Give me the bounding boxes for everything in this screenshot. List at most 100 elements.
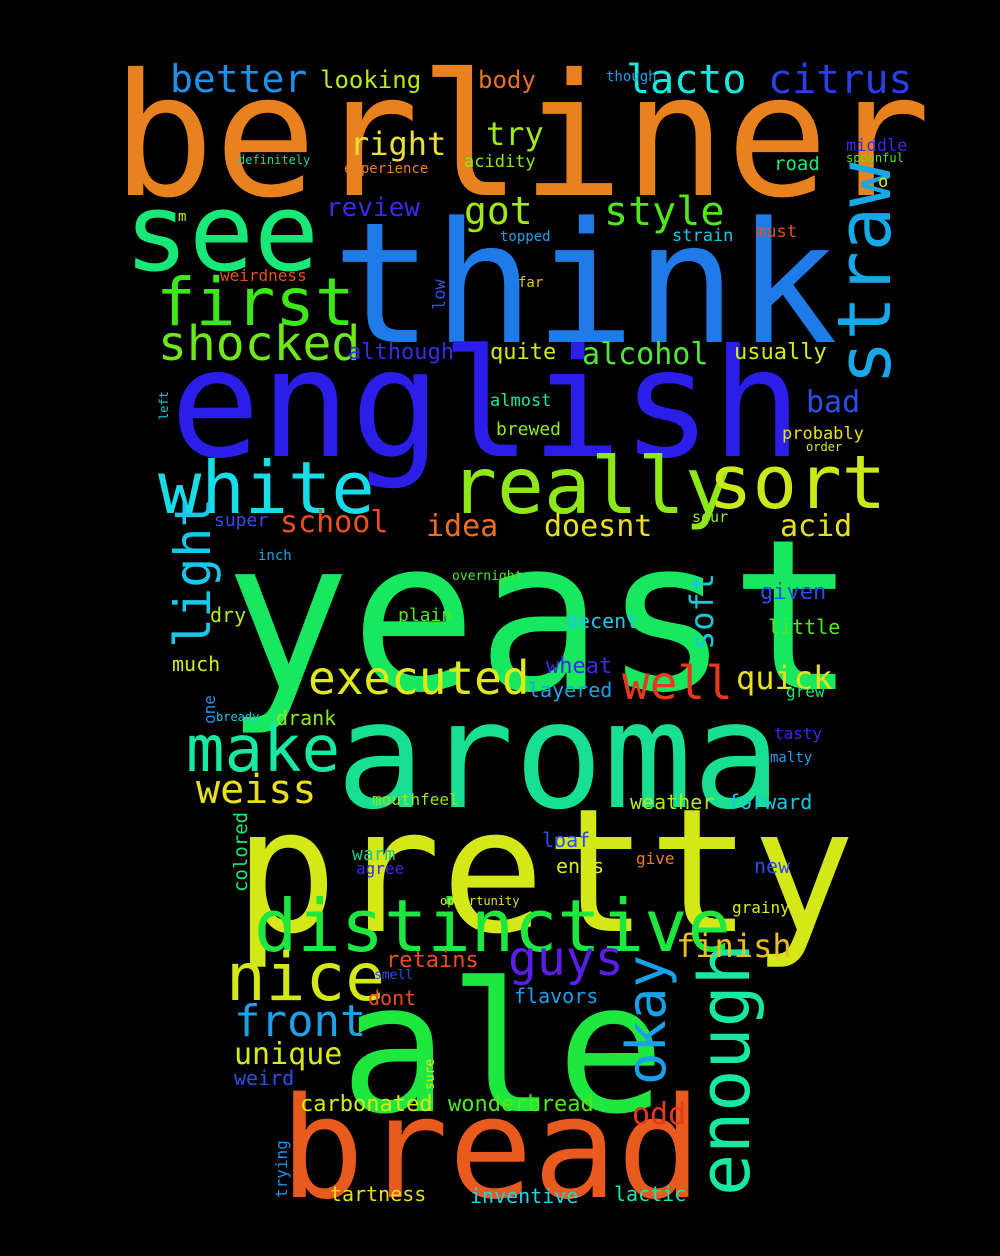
cloud-word-super: super <box>214 510 269 531</box>
cloud-word-first: first <box>156 264 355 341</box>
cloud-word-tasty: tasty <box>774 724 823 743</box>
cloud-word-straw: straw <box>822 162 908 385</box>
cloud-word-ends: ends <box>556 854 605 878</box>
cloud-word-weird: weird <box>234 1066 295 1090</box>
cloud-word-order: order <box>806 440 843 454</box>
cloud-word-new: new <box>754 854 791 878</box>
cloud-word-make: make <box>186 713 341 787</box>
cloud-word-right: right <box>350 125 447 163</box>
cloud-word-opportunity: opportunity <box>440 894 520 908</box>
cloud-word-style: style <box>604 189 725 235</box>
cloud-word-retains: retains <box>386 948 479 973</box>
cloud-word-decent: decent <box>566 609 639 633</box>
cloud-word-soft: soft <box>683 572 721 650</box>
cloud-word-ale: ale <box>340 945 666 1154</box>
cloud-word-looking: looking <box>320 66 422 94</box>
cloud-word-body: body <box>478 66 536 94</box>
cloud-word-inventive: inventive <box>470 1184 579 1208</box>
cloud-word-trying: trying <box>272 1140 291 1198</box>
cloud-word-inch: inch <box>258 548 292 564</box>
cloud-word-grew: grew <box>786 682 825 701</box>
cloud-word-acidity: acidity <box>464 152 536 172</box>
cloud-word-wonderbread: wonderbread <box>448 1092 594 1117</box>
cloud-word-executed: executed <box>308 651 530 705</box>
cloud-word-acid: acid <box>780 509 853 544</box>
cloud-word-better: better <box>170 57 308 101</box>
cloud-word-much: much <box>172 652 221 676</box>
cloud-word-low: low <box>430 279 450 310</box>
cloud-word-shocked: shocked <box>158 316 361 372</box>
cloud-word-one: one <box>200 695 219 724</box>
cloud-word-dont: dont <box>368 986 417 1010</box>
cloud-word-agree: agree <box>356 859 405 878</box>
cloud-word-mouthfeel: mouthfeel <box>372 790 459 809</box>
cloud-word-layered: layered <box>528 678 613 702</box>
cloud-word-enough: enough <box>684 943 766 1196</box>
cloud-word-little: little <box>768 615 841 639</box>
cloud-word-lactic: lactic <box>614 1182 687 1206</box>
cloud-word-almost: almost <box>490 391 552 411</box>
cloud-word-usually: usually <box>734 340 827 365</box>
cloud-word-okay: okay <box>615 954 678 1085</box>
cloud-word-sure: sure <box>423 1058 438 1090</box>
cloud-word-grainy: grainy <box>732 898 790 917</box>
cloud-word-yeast: yeast <box>224 494 857 739</box>
cloud-word-flavors: flavors <box>514 984 599 1008</box>
cloud-word-berliner: berliner <box>112 38 931 236</box>
cloud-word-think: think <box>332 186 838 382</box>
cloud-word-m: m <box>178 209 187 225</box>
cloud-word-try: try <box>486 115 544 153</box>
cloud-word-lacto: lacto <box>626 57 747 103</box>
cloud-word-weather: weather <box>630 790 715 814</box>
cloud-word-definitely: definitely <box>238 153 311 167</box>
cloud-word-sour: sour <box>692 508 729 526</box>
cloud-word-front: front <box>234 996 367 1047</box>
cloud-word-well: well <box>622 656 733 710</box>
cloud-word-aroma: aroma <box>336 670 782 842</box>
cloud-word-pretty: pretty <box>234 771 856 972</box>
cloud-word-citrus: citrus <box>768 57 913 103</box>
cloud-word-odd: odd <box>632 1097 687 1132</box>
cloud-word-quick: quick <box>736 659 833 697</box>
cloud-word-see: see <box>124 171 320 296</box>
cloud-word-really: really <box>450 442 732 532</box>
cloud-word-warm: warm <box>352 844 396 865</box>
cloud-word-school: school <box>280 505 389 540</box>
cloud-word-road: road <box>774 153 820 175</box>
cloud-word-tartness: tartness <box>330 1182 427 1206</box>
cloud-word-spoonful: spoonful <box>846 151 904 165</box>
cloud-word-got: got <box>464 189 533 233</box>
cloud-word-smell: smell <box>374 968 414 983</box>
cloud-word-alcohol: alcohol <box>582 337 709 372</box>
cloud-word-idea: idea <box>426 509 499 544</box>
cloud-word-plain: plain <box>398 605 453 626</box>
cloud-word-quite: quite <box>490 340 557 365</box>
cloud-word-given: given <box>760 580 827 605</box>
cloud-word-sort: sort <box>708 440 887 526</box>
cloud-word-far: far <box>518 275 544 291</box>
cloud-word-topped: topped <box>500 229 551 245</box>
cloud-word-forward: forward <box>728 790 813 814</box>
cloud-word-distinctive: distinctive <box>254 884 731 968</box>
cloud-word-bad: bad <box>806 385 861 420</box>
cloud-word-strain: strain <box>672 226 734 246</box>
cloud-word-unique: unique <box>234 1037 343 1072</box>
cloud-word-middle: middle <box>846 136 908 156</box>
cloud-word-although: although <box>348 340 454 365</box>
cloud-word-give: give <box>636 849 675 868</box>
cloud-word-dry: dry <box>210 603 247 627</box>
cloud-word-english: english <box>170 318 803 492</box>
cloud-word-review: review <box>326 193 420 223</box>
cloud-word-probably: probably <box>782 424 864 444</box>
cloud-word-experience: experience <box>344 161 429 177</box>
cloud-word-nice: nice <box>226 939 385 1016</box>
cloud-word-must: must <box>756 222 797 242</box>
cloud-word-bready: bready <box>216 710 260 724</box>
cloud-word-o: o <box>878 172 889 192</box>
cloud-word-loaf: loaf <box>542 828 591 852</box>
cloud-word-colored: colored <box>230 811 252 892</box>
cloud-word-wheat: wheat <box>546 654 613 679</box>
cloud-word-white: white <box>158 446 375 530</box>
cloud-word-malty: malty <box>770 750 813 766</box>
cloud-word-finish: finish <box>676 927 792 965</box>
